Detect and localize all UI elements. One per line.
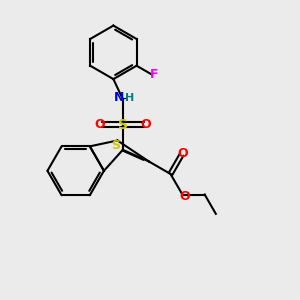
Text: O: O [94, 118, 105, 131]
Text: O: O [178, 147, 188, 160]
Text: O: O [141, 118, 151, 131]
Text: O: O [179, 190, 190, 203]
Text: S: S [118, 118, 128, 132]
Text: H: H [125, 93, 134, 103]
Text: F: F [150, 68, 159, 81]
Text: S: S [111, 139, 120, 152]
Text: N: N [114, 91, 124, 104]
